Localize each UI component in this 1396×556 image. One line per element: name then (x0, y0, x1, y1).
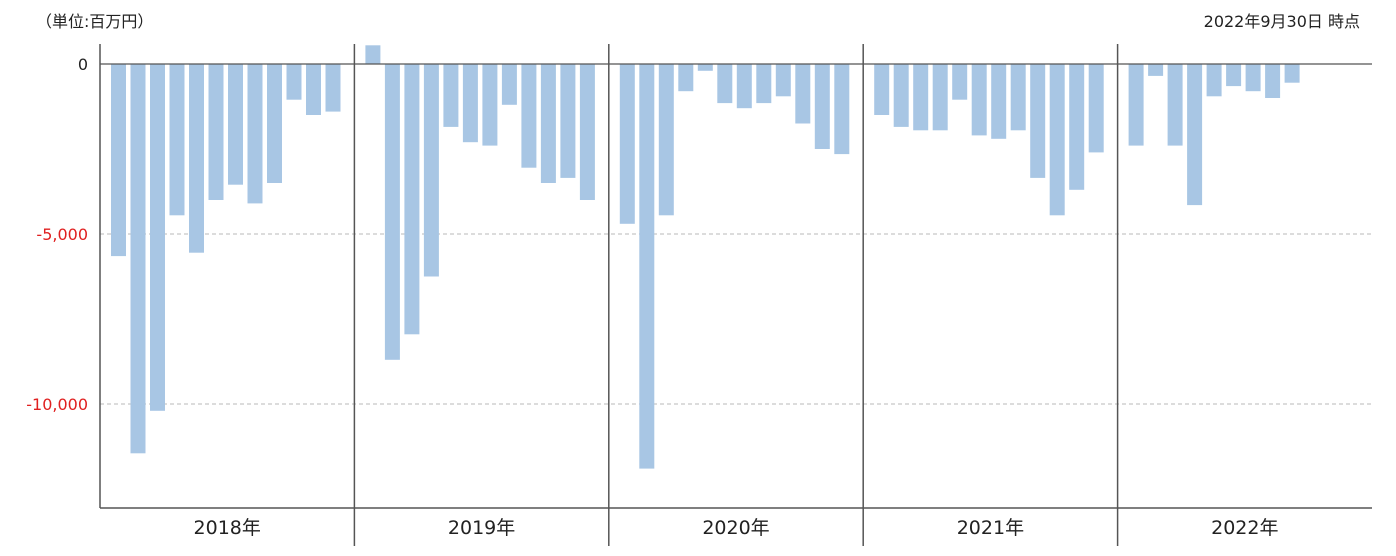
bar (639, 64, 655, 469)
as-of-date: 2022年9月30日 時点 (1203, 12, 1360, 31)
bar (189, 64, 204, 253)
bar (775, 64, 791, 97)
bar (697, 64, 713, 71)
bar (423, 64, 439, 277)
bar (1284, 64, 1300, 83)
y-tick-label: -5,000 (36, 225, 88, 244)
bar (893, 64, 909, 127)
bar (834, 64, 850, 155)
bar (991, 64, 1007, 139)
bar (482, 64, 498, 146)
bar (795, 64, 811, 124)
bar (579, 64, 595, 200)
bar (1148, 64, 1164, 76)
bar (365, 45, 381, 64)
bar (540, 64, 556, 183)
bar (443, 64, 459, 127)
bar (501, 64, 517, 105)
bar (130, 64, 146, 454)
bar (736, 64, 752, 109)
bar (952, 64, 968, 100)
bar (169, 64, 185, 216)
bar (1226, 64, 1242, 87)
bar (462, 64, 478, 143)
bar (325, 64, 341, 112)
bar (228, 64, 243, 185)
bar (1128, 64, 1144, 146)
bar (1245, 64, 1261, 92)
bar (1167, 64, 1183, 146)
bar (111, 64, 126, 257)
bar (678, 64, 694, 92)
bar (717, 64, 733, 104)
bar (560, 64, 576, 178)
bar (1030, 64, 1046, 178)
bar (971, 64, 987, 136)
x-year-label: 2021年 (957, 517, 1024, 539)
bar (619, 64, 635, 224)
x-year-label: 2020年 (702, 517, 769, 539)
x-year-label: 2019年 (448, 517, 515, 539)
y-tick-label: -10,000 (26, 395, 88, 414)
bar (932, 64, 948, 131)
bar (658, 64, 674, 216)
bar (208, 64, 224, 200)
bar (1088, 64, 1104, 153)
bar (874, 64, 890, 115)
bar (404, 64, 420, 335)
bar (1069, 64, 1085, 190)
bar (1049, 64, 1065, 216)
bar (286, 64, 302, 100)
bar (521, 64, 537, 168)
bar (1010, 64, 1026, 131)
bar (1187, 64, 1203, 206)
unit-label: （単位:百万円） (36, 12, 154, 31)
bar (247, 64, 263, 204)
bar (1206, 64, 1222, 97)
y-tick-label: 0 (78, 55, 88, 74)
bar (1265, 64, 1281, 98)
bar (756, 64, 772, 104)
x-year-label: 2022年 (1211, 517, 1278, 539)
bar (150, 64, 165, 411)
bar (306, 64, 321, 115)
bar (814, 64, 830, 149)
x-year-label: 2018年 (194, 517, 261, 539)
bar (267, 64, 282, 183)
bar (384, 64, 400, 360)
bar (913, 64, 929, 131)
